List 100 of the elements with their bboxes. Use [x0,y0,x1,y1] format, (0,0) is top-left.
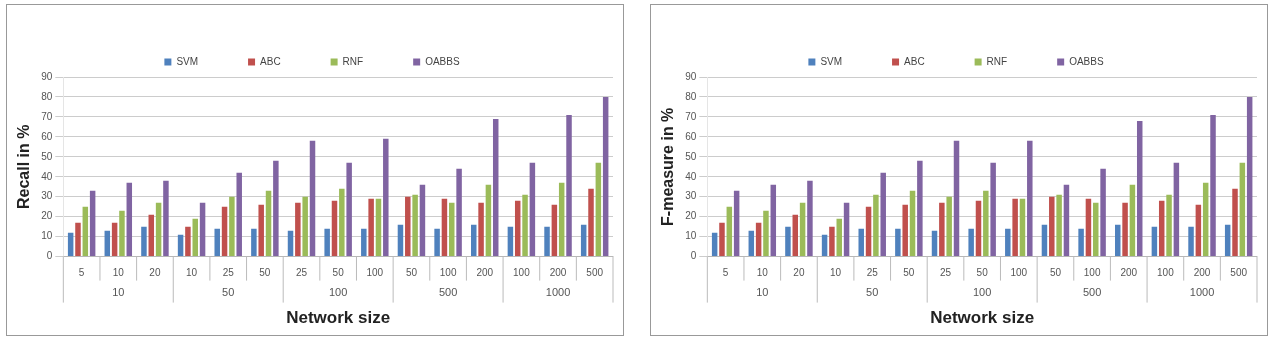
y-tick-label: 70 [685,110,697,122]
x-tick-label: 25 [866,267,879,279]
y-tick-label: 10 [685,230,697,242]
bar [141,226,147,257]
bar [265,190,272,257]
bar [383,138,389,257]
bar [346,162,352,257]
x-tick-label: 50 [1049,267,1062,279]
bar [434,228,440,257]
bar [295,202,301,257]
bar [917,160,923,257]
bar [1188,226,1194,257]
bar [566,114,572,257]
bar [456,168,462,257]
bar [983,190,989,257]
bar [419,184,426,257]
bar [873,194,879,257]
bar [968,228,974,257]
text: 1000 [545,285,571,298]
x-tick-label: 10 [830,267,842,279]
legend-label: ABC [260,55,281,67]
text: 10 [112,285,125,298]
x-tick-label: 100 [439,267,457,279]
x-tick-label: 50 [405,267,418,279]
y-tick-label: 40 [41,170,53,182]
bar [733,190,740,257]
x-tick-label: 500 [586,267,604,279]
text: 500 [438,285,458,298]
y-tick-label: 70 [41,110,53,122]
bar [1063,184,1070,257]
x-tick-label: 100 [1157,267,1175,279]
bar [990,162,996,257]
legend-label: RNF [986,55,1008,67]
text: 1000 [1189,285,1215,298]
bar [1012,198,1018,257]
bar [1158,200,1165,257]
x-tick-label: 200 [1193,267,1211,279]
bar [909,190,916,257]
x-tick-label: 50 [332,267,345,279]
bar [1224,224,1231,257]
x-tick-label: 20 [793,267,805,279]
x-tick-label: 200 [1120,267,1138,279]
text: 100 [972,285,992,298]
bar [770,184,777,257]
bar [1085,198,1092,257]
bar [368,198,374,257]
y-tick-label: 30 [685,190,697,202]
bar [1195,204,1202,257]
bar [192,218,198,257]
bar [273,160,279,257]
bar [449,202,455,257]
bar [602,96,609,257]
x-tick-label: 10 [112,267,125,279]
bar [1027,140,1033,257]
x-tick-label: 10 [756,267,769,279]
x-tick-label: 100 [1083,267,1101,279]
bar [375,198,382,257]
y-tick-label: 80 [41,90,53,102]
bar [719,222,725,257]
text: 100 [328,285,348,298]
y-tick-label: 50 [685,150,697,162]
bar [258,204,264,257]
y-tick-label: 0 [690,250,697,262]
bar [309,140,316,257]
x-tick-label: 10 [186,267,198,279]
x-tick-label: 25 [222,267,235,279]
bar [880,172,886,257]
bar [858,228,864,257]
bar [522,194,528,257]
text: 500 [1082,285,1102,298]
bar [126,182,133,257]
bar [236,172,242,257]
x-tick-label: 500 [1230,267,1248,279]
bar [792,214,799,257]
bar [1093,202,1099,257]
legend-label: OABBS [425,55,460,67]
bar [1056,194,1062,257]
bar [1005,228,1011,257]
y-tick-label: 30 [41,190,53,202]
bar [953,140,960,257]
bar [214,228,220,257]
y-tick-label: 60 [41,130,53,142]
y-tick-label: 80 [685,90,697,102]
y-tick-label: 10 [41,230,53,242]
bar [163,180,169,257]
bar [580,224,587,257]
text: 50 [866,285,879,298]
bar [946,196,952,257]
bar [441,198,448,257]
bar [82,206,89,257]
bar [836,218,842,257]
y-tick-label: 90 [685,70,697,82]
bar [529,162,536,257]
bar [1232,188,1238,257]
bar [324,228,330,257]
x-tick-label: 5 [722,267,729,279]
bar [902,204,908,257]
y-tick-label: 40 [685,170,697,182]
bar [807,180,813,257]
x-axis-title: Network size [286,308,391,328]
